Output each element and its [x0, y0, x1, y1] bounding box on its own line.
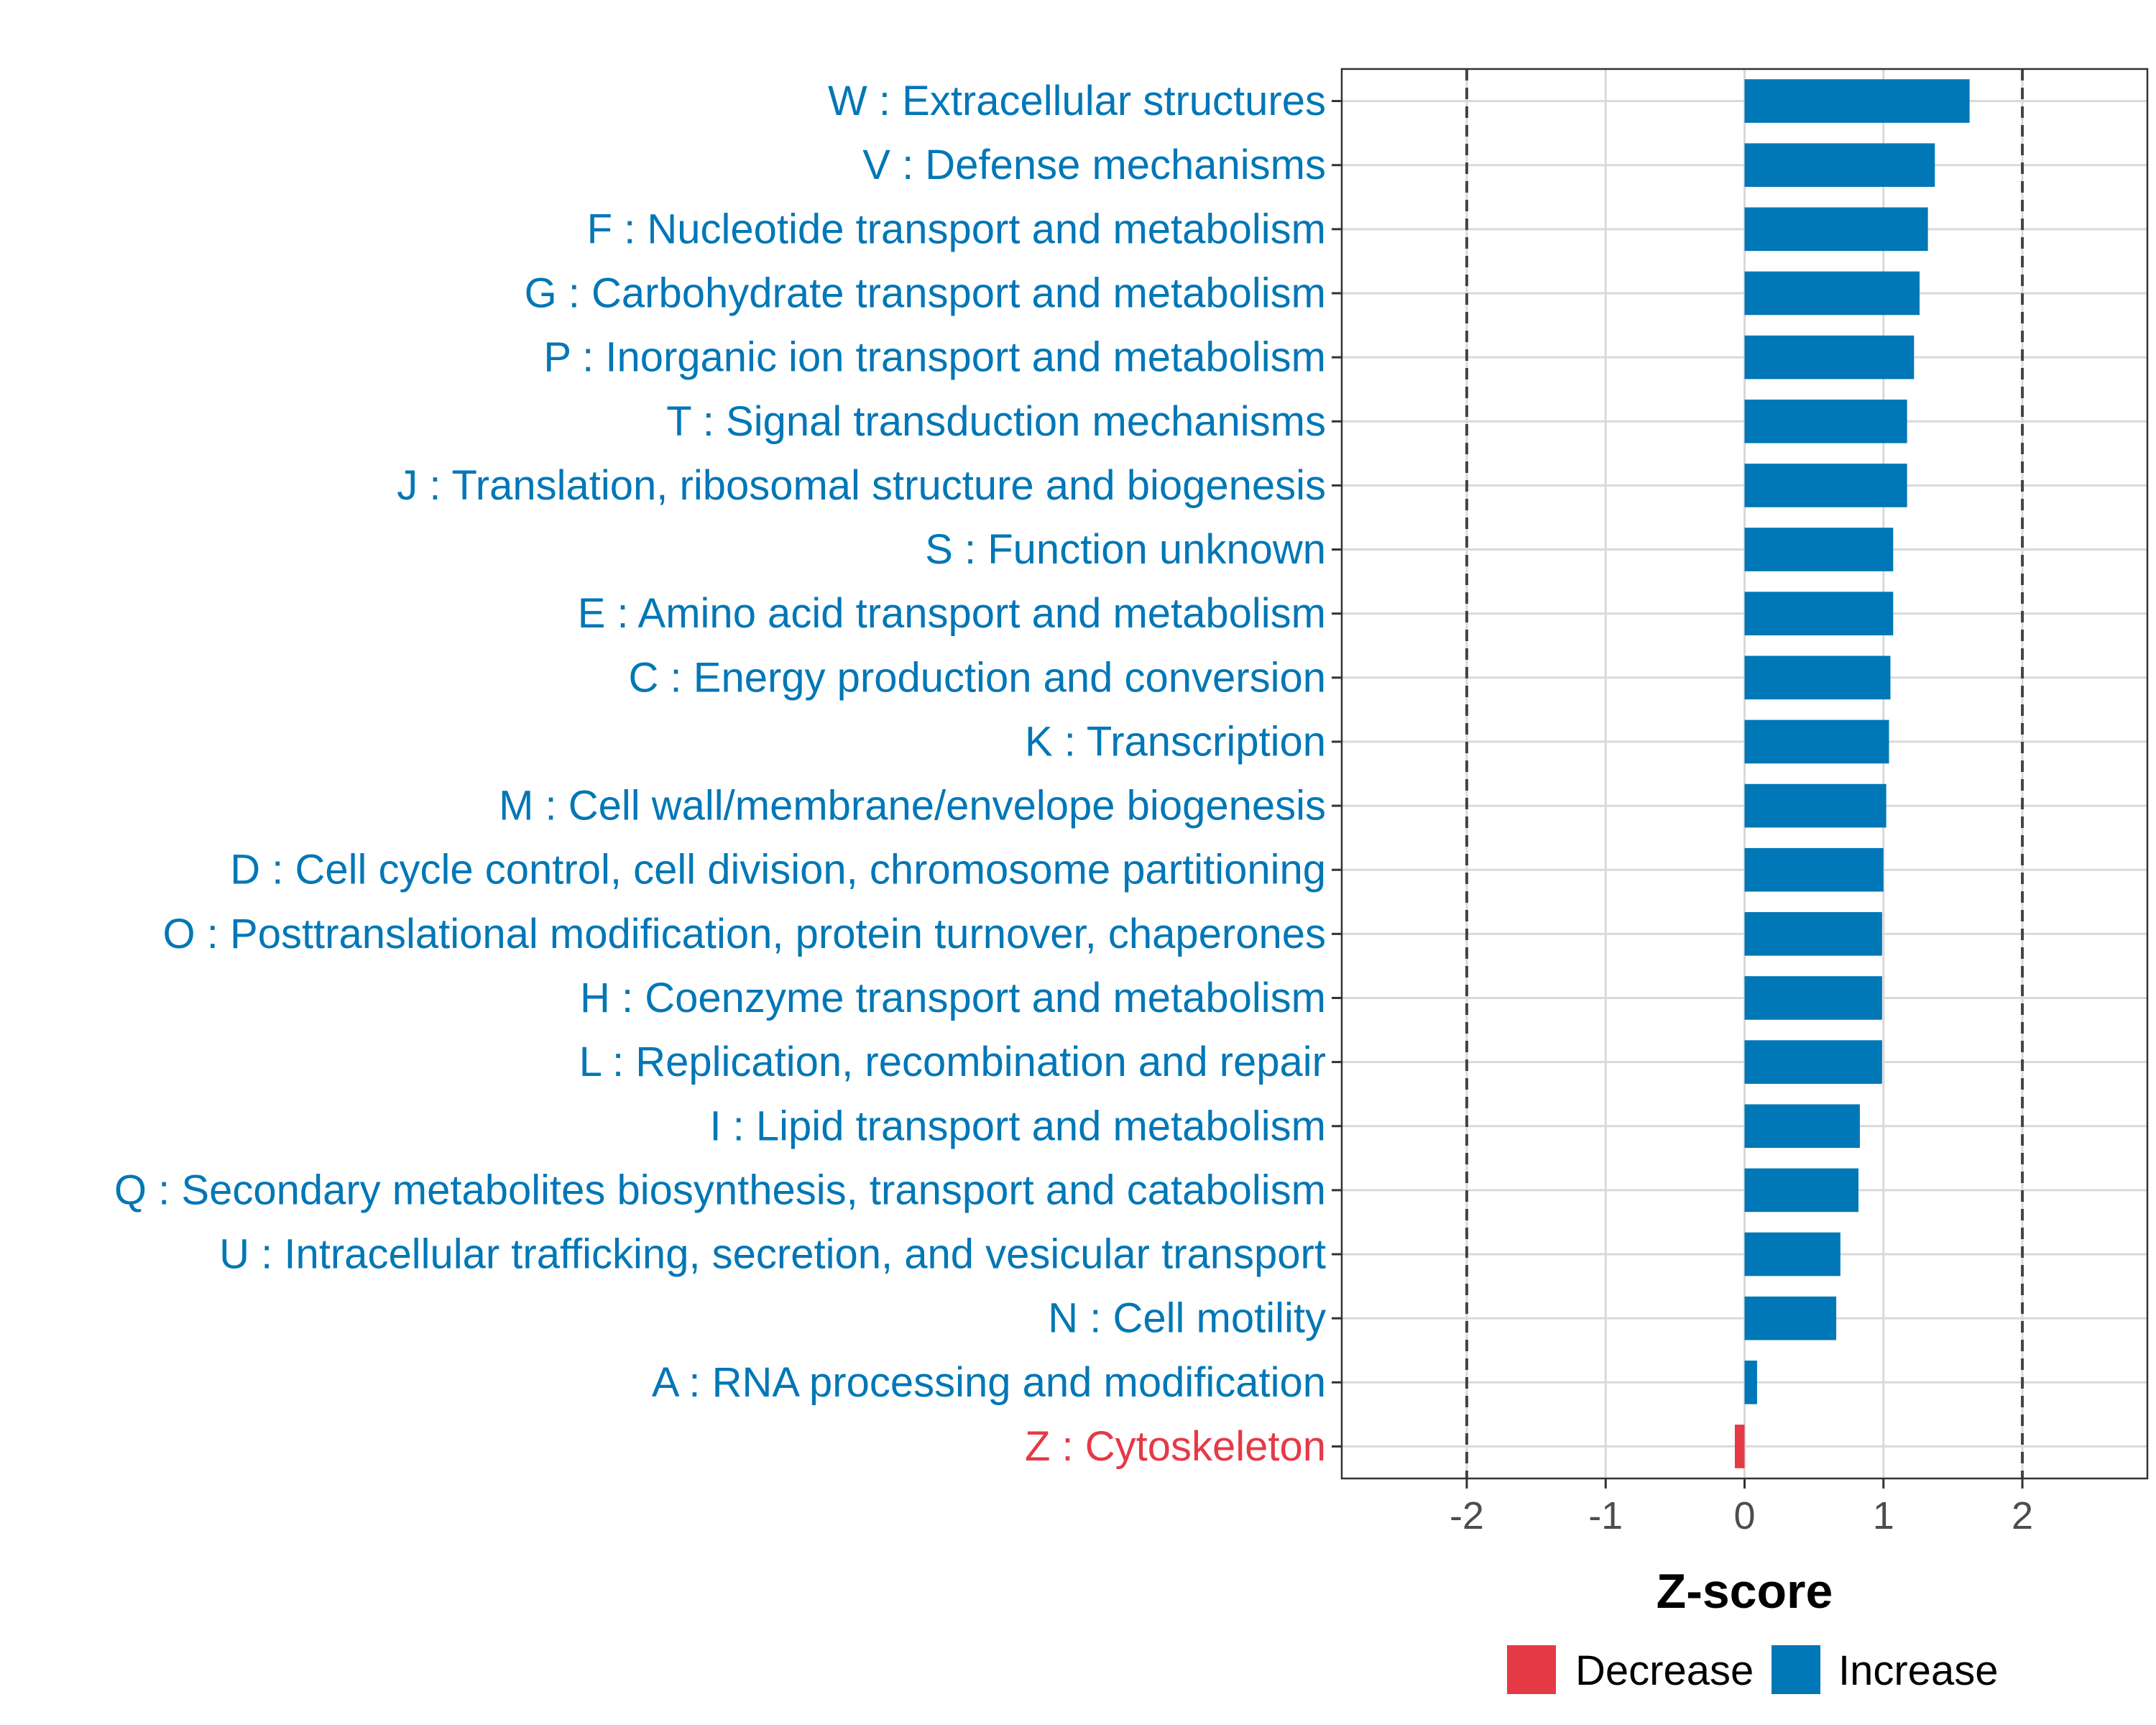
- legend: Decrease Increase: [1507, 1645, 1998, 1694]
- category-label: F : Nucleotide transport and metabolism: [587, 206, 1326, 252]
- legend-label-decrease: Decrease: [1575, 1647, 1754, 1694]
- x-axis-title: Z-score: [1657, 1564, 1833, 1619]
- category-label: G : Carbohydrate transport and metabolis…: [525, 270, 1326, 316]
- y-axis: W : Extracellular structures V : Defense …: [114, 78, 1342, 1470]
- bar: [1744, 847, 1884, 892]
- bar: [1744, 1104, 1860, 1149]
- bar: [1744, 1168, 1858, 1213]
- reference-lines: [1465, 69, 2024, 1478]
- category-label: P : Inorganic ion transport and metaboli…: [543, 334, 1326, 381]
- bar: [1744, 271, 1920, 316]
- category-label: O : Posttranslational modification, prot…: [163, 911, 1326, 957]
- category-label: W : Extracellular structures: [828, 78, 1326, 124]
- bar: [1744, 783, 1886, 828]
- bar: [1734, 1425, 1745, 1468]
- legend-label-increase: Increase: [1838, 1647, 1998, 1694]
- bar: [1744, 912, 1882, 956]
- category-label: A : RNA processing and modification: [652, 1359, 1326, 1406]
- bar: [1744, 656, 1891, 700]
- category-label: T : Signal transduction mechanisms: [666, 398, 1326, 445]
- x-tick-label: -1: [1588, 1494, 1623, 1537]
- bar: [1744, 1232, 1841, 1276]
- bar: [1744, 1040, 1882, 1084]
- category-label: I : Lipid transport and metabolism: [709, 1103, 1326, 1149]
- bar: [1744, 976, 1882, 1020]
- bar: [1744, 79, 1970, 123]
- legend-key-decrease: [1507, 1645, 1556, 1694]
- category-label: L : Replication, recombination and repai…: [579, 1039, 1326, 1085]
- x-tick-label: 1: [1873, 1494, 1894, 1537]
- x-tick-label: 0: [1733, 1494, 1755, 1537]
- bars: [1734, 79, 1970, 1468]
- category-label: H : Coenzyme transport and metabolism: [580, 975, 1326, 1021]
- bar: [1744, 399, 1907, 443]
- legend-key-increase: [1772, 1645, 1820, 1694]
- category-label: U : Intracellular trafficking, secretion…: [219, 1231, 1326, 1278]
- category-label: E : Amino acid transport and metabolism: [578, 590, 1326, 637]
- x-tick-label: 2: [2012, 1494, 2033, 1537]
- x-axis: -2 -1 0 1 2: [1450, 1478, 2033, 1537]
- category-label: J : Translation, ribosomal structure and…: [397, 462, 1326, 509]
- bar: [1744, 1360, 1757, 1404]
- bar: [1744, 335, 1915, 380]
- category-label: Q : Secondary metabolites biosynthesis, …: [114, 1167, 1326, 1213]
- bar: [1744, 464, 1907, 507]
- bar: [1744, 592, 1894, 635]
- bar: [1744, 528, 1894, 571]
- category-label: S : Function unknown: [925, 526, 1326, 573]
- bar: [1744, 719, 1889, 764]
- category-label: D : Cell cycle control, cell division, c…: [230, 847, 1326, 893]
- category-label: N : Cell motility: [1048, 1295, 1326, 1342]
- category-label: Z : Cytoskeleton: [1025, 1423, 1326, 1470]
- bar: [1744, 207, 1928, 252]
- x-tick-label: -2: [1450, 1494, 1484, 1537]
- category-label: C : Energy production and conversion: [629, 654, 1326, 701]
- category-label: K : Transcription: [1025, 718, 1326, 765]
- category-label: M : Cell wall/membrane/envelope biogenes…: [499, 783, 1326, 829]
- bar: [1744, 143, 1935, 188]
- category-label: V : Defense mechanisms: [862, 142, 1326, 188]
- bar: [1744, 1296, 1837, 1340]
